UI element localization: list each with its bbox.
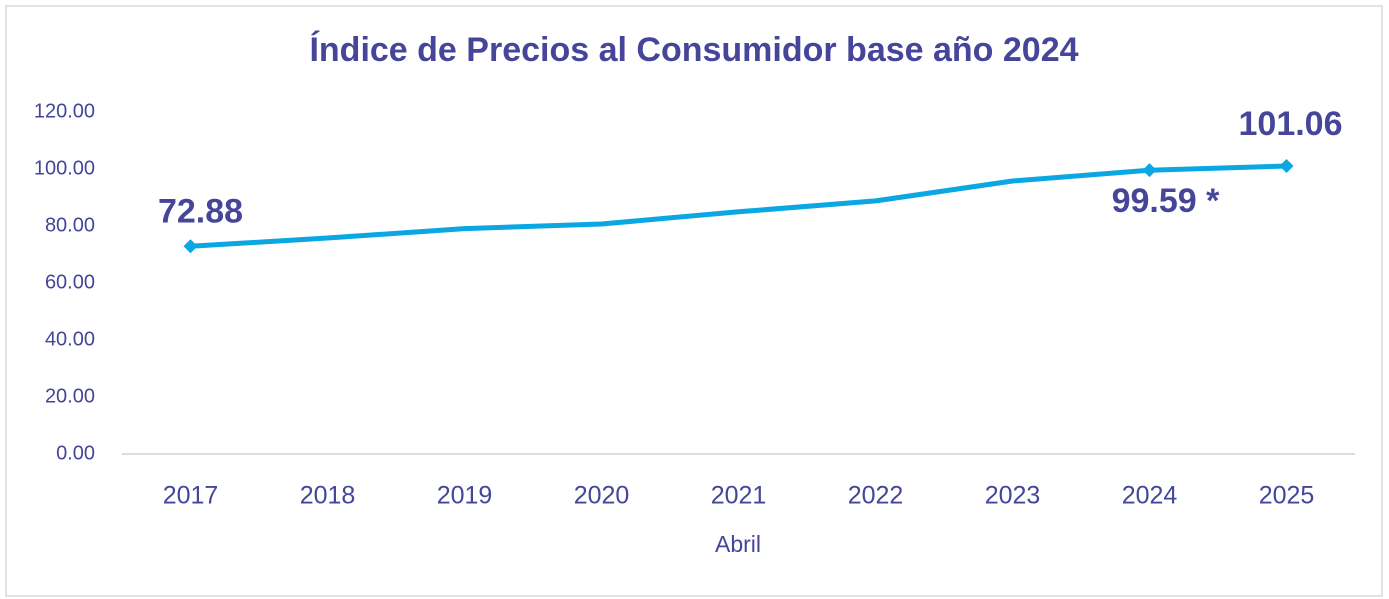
x-axis-label: Abril bbox=[715, 531, 761, 557]
marker bbox=[183, 239, 198, 254]
y-tick-label: 80.00 bbox=[45, 214, 95, 236]
chart-frame bbox=[5, 5, 1383, 597]
x-tick-label: 2023 bbox=[985, 482, 1041, 510]
line-series bbox=[188, 163, 1289, 249]
y-tick-label: 60.00 bbox=[45, 271, 95, 293]
data-label: 101.06 bbox=[1239, 105, 1343, 143]
data-label: 99.59 * bbox=[1112, 182, 1221, 220]
data-label: 72.88 bbox=[158, 192, 243, 230]
x-tick-label: 2021 bbox=[711, 482, 767, 510]
y-tick-label: 120.00 bbox=[34, 100, 95, 122]
chart-title: Índice de Precios al Consumidor base año… bbox=[309, 31, 1078, 69]
marker bbox=[1142, 163, 1157, 178]
y-tick-label: 20.00 bbox=[45, 385, 95, 407]
x-tick-label: 2022 bbox=[848, 482, 904, 510]
x-tick-label: 2025 bbox=[1259, 482, 1315, 510]
x-tick-label: 2019 bbox=[437, 482, 493, 510]
x-tick-label: 2020 bbox=[574, 482, 630, 510]
x-tick-label: 2017 bbox=[163, 482, 219, 510]
y-tick-label: 100.00 bbox=[34, 157, 95, 179]
y-tick-label: 0.00 bbox=[56, 442, 95, 464]
marker bbox=[1279, 158, 1294, 173]
x-tick-label: 2018 bbox=[300, 482, 356, 510]
x-tick-label: 2024 bbox=[1122, 482, 1178, 510]
y-tick-label: 40.00 bbox=[45, 328, 95, 350]
